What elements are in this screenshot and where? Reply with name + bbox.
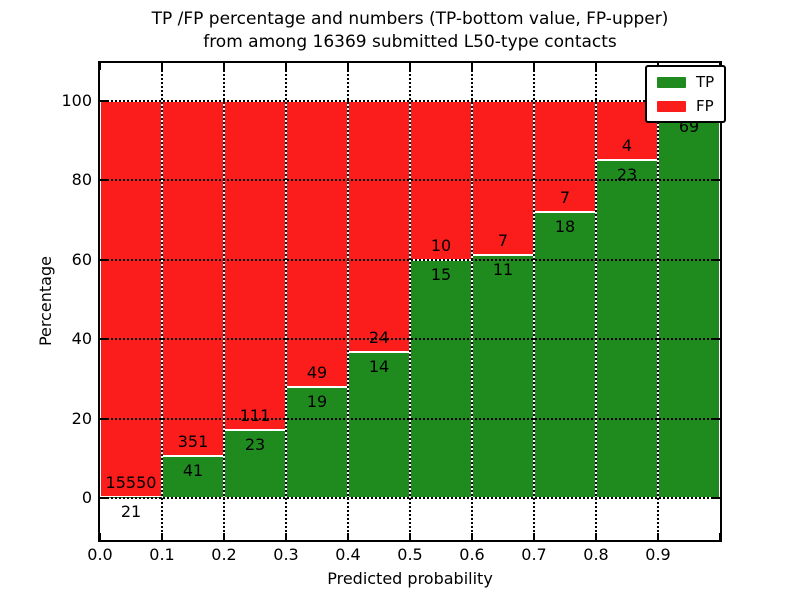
bar-tp-segment <box>658 112 720 498</box>
x-tick <box>223 63 225 70</box>
x-tick <box>99 63 101 70</box>
legend-item-tp: TP <box>657 73 714 91</box>
tp-count-label: 19 <box>306 392 328 412</box>
x-tick <box>161 63 163 70</box>
y-tick-label: 100 <box>61 91 92 110</box>
bar-fp-segment <box>286 101 348 388</box>
chart-title-line1: TP /FP percentage and numbers (TP-bottom… <box>151 9 669 29</box>
fp-count-label: 111 <box>239 405 271 425</box>
fp-count-label: 7 <box>559 188 571 208</box>
v-gridline <box>595 63 597 540</box>
fp-count-label: 10 <box>430 235 452 255</box>
y-tick <box>713 497 720 499</box>
bar-tp-segment <box>410 259 472 498</box>
y-tick <box>100 100 107 102</box>
x-tick <box>99 533 101 540</box>
x-tick-label: 0.0 <box>87 545 113 564</box>
x-tick-label: 0.6 <box>459 545 485 564</box>
x-tick <box>595 533 597 540</box>
tp-count-label: 11 <box>492 260 514 280</box>
x-tick <box>471 533 473 540</box>
fp-count-label: 7 <box>497 231 509 251</box>
x-tick-label: 0.1 <box>149 545 175 564</box>
x-tick-label: 0.5 <box>397 545 423 564</box>
y-tick <box>100 338 107 341</box>
bar-fp-segment <box>100 101 162 498</box>
y-tick <box>713 417 720 420</box>
y-tick-label: 60 <box>71 249 92 269</box>
fp-count-label: 24 <box>368 327 390 347</box>
x-tick <box>471 63 473 70</box>
y-tick <box>100 258 107 261</box>
x-tick <box>285 63 287 70</box>
chart-title: TP /FP percentage and numbers (TP-bottom… <box>100 8 720 55</box>
legend-item-fp: FP <box>657 97 714 115</box>
x-tick <box>533 63 535 70</box>
y-tick-label: 80 <box>71 170 92 190</box>
v-gridline <box>285 63 287 540</box>
fp-count-label: 15550 <box>105 473 157 493</box>
x-tick <box>409 533 411 540</box>
y-tick <box>100 497 107 499</box>
fp-count-label: 4 <box>621 135 633 155</box>
x-tick <box>347 533 349 540</box>
x-tick <box>223 533 225 540</box>
legend: TP FP <box>645 65 727 123</box>
tp-swatch-icon <box>657 76 686 88</box>
tp-count-label: 23 <box>244 434 266 454</box>
tp-count-label: 18 <box>554 217 576 237</box>
y-tick <box>713 179 720 182</box>
fp-count-label: 49 <box>306 363 328 383</box>
x-tick-label: 0.8 <box>583 545 609 564</box>
x-tick <box>347 63 349 70</box>
x-axis-label: Predicted probability <box>327 569 493 588</box>
y-tick <box>100 417 107 420</box>
legend-label-tp: TP <box>696 73 715 91</box>
x-tick <box>595 63 597 70</box>
tp-count-label: 41 <box>182 461 204 481</box>
tp-count-label: 23 <box>616 164 638 184</box>
y-axis-label: Percentage <box>36 256 55 347</box>
v-gridline <box>471 63 473 540</box>
tp-count-label: 15 <box>430 264 452 284</box>
x-tick-label: 0.4 <box>335 545 361 564</box>
x-tick <box>657 533 659 540</box>
v-gridline <box>533 63 535 540</box>
bar-tp-segment <box>534 212 596 498</box>
x-tick-label: 0.7 <box>521 545 547 564</box>
bar-tp-segment <box>596 159 658 498</box>
x-tick-label: 0.3 <box>273 545 299 564</box>
y-tick-label: 40 <box>71 329 92 349</box>
bar-fp-segment <box>348 101 410 352</box>
fp-swatch-icon <box>657 100 686 112</box>
legend-label-fp: FP <box>696 97 714 115</box>
y-tick <box>100 179 107 182</box>
plot-area: TP FP 15550 21 351 41 111 23 49 19 24 14 10 15 7 11 7 1… <box>98 61 727 542</box>
tp-count-label: 21 <box>120 502 142 522</box>
x-tick-label: 0.2 <box>211 545 237 564</box>
x-tick-label: 0.9 <box>645 545 671 564</box>
x-tick <box>285 533 287 540</box>
tp-count-label: 14 <box>368 356 390 376</box>
v-gridline <box>409 63 411 540</box>
bar-tp-segment <box>472 255 534 498</box>
x-tick <box>161 533 163 540</box>
bar-fp-segment <box>162 101 224 457</box>
x-tick <box>533 533 535 540</box>
chart-title-line2: from among 16369 submitted L50-type cont… <box>203 32 617 53</box>
v-gridline <box>347 63 349 540</box>
fp-count-label: 351 <box>177 432 209 452</box>
x-tick <box>719 533 721 540</box>
y-tick <box>713 338 720 341</box>
x-tick <box>409 63 411 70</box>
v-gridline <box>223 63 225 540</box>
y-tick <box>713 258 720 261</box>
v-gridline <box>657 63 659 540</box>
bar-fp-segment <box>224 101 286 430</box>
v-gridline <box>161 63 163 540</box>
y-tick-label: 0 <box>81 488 92 507</box>
y-tick-label: 20 <box>71 408 92 428</box>
